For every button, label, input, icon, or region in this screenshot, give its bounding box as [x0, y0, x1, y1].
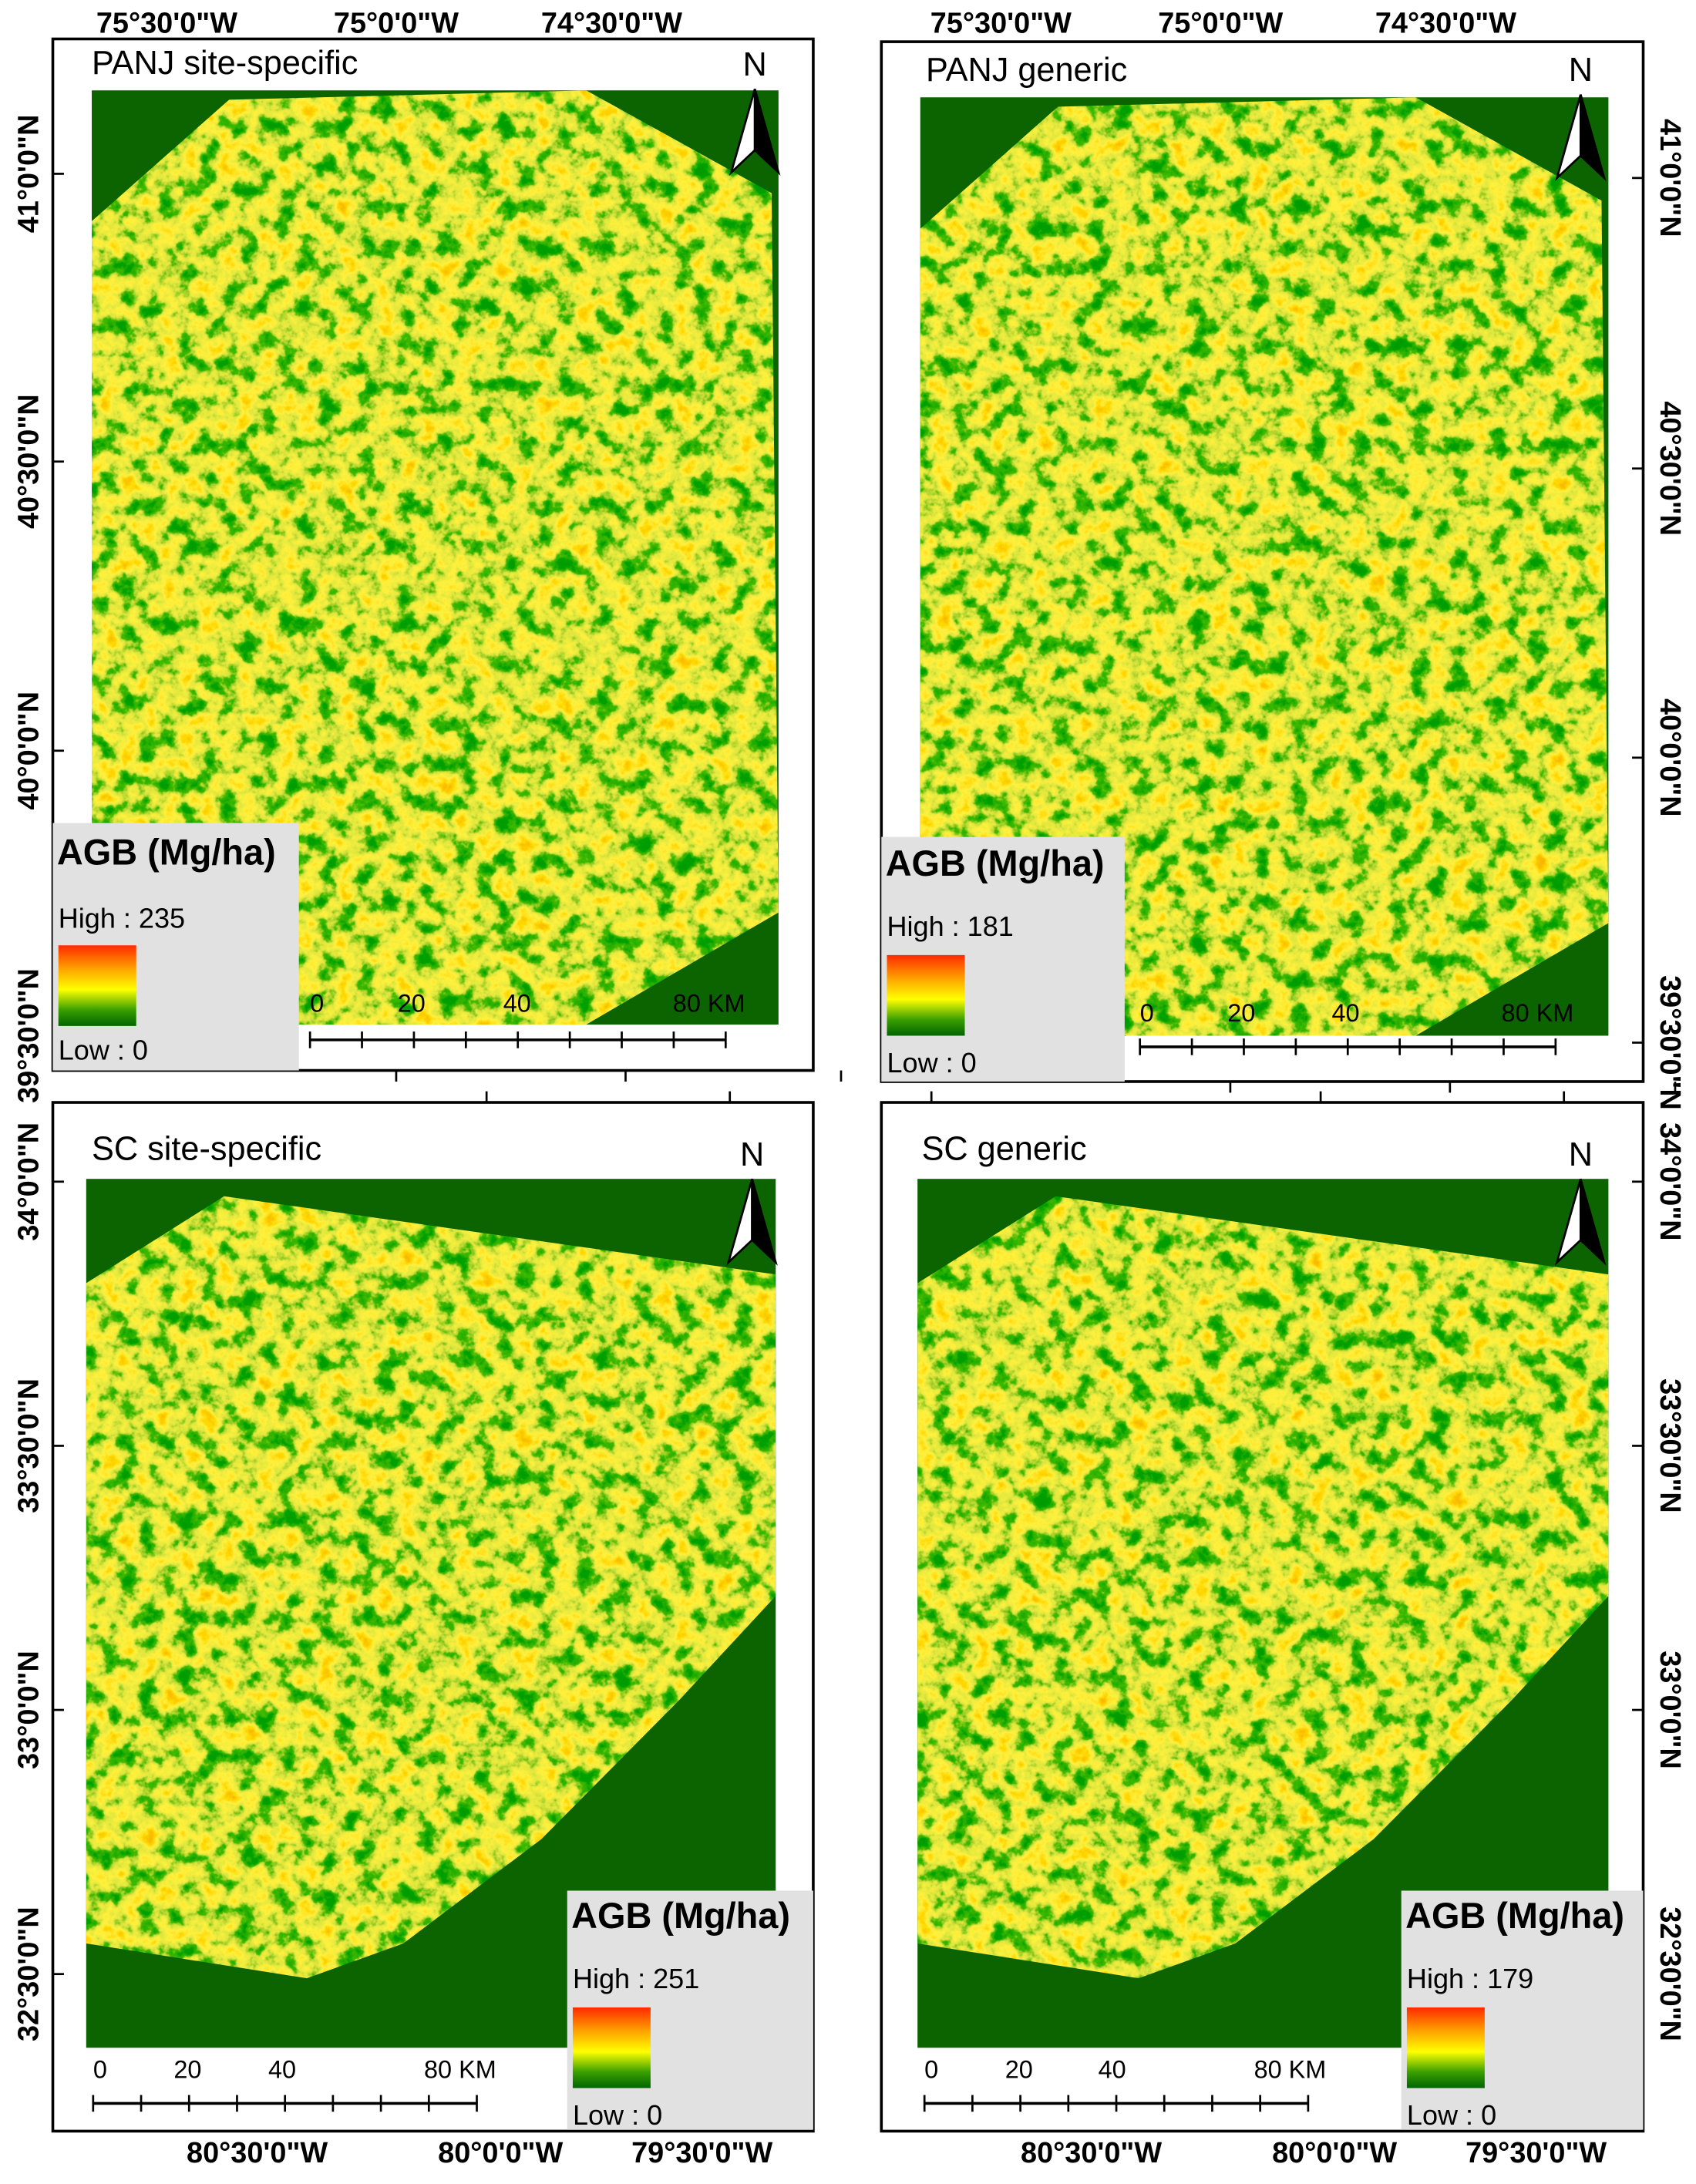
map-panel: PANJ site-specific N 75°30'0"W 75°0'0"W 74°3… — [13, 7, 843, 1103]
latitude-label: 40°0'0"N — [13, 692, 45, 810]
legend-ramp — [1406, 2007, 1485, 2088]
legend-title: AGB (Mg/ha) — [571, 1896, 790, 1936]
scale-label: 80 KM — [1502, 999, 1574, 1027]
legend-ramp — [887, 954, 965, 1036]
scale-label: 0 — [924, 2055, 938, 2083]
panel-title: SC generic — [922, 1131, 1087, 1168]
scale-label: 40 — [1332, 999, 1360, 1027]
longitude-label: 79°30'0"W — [1465, 2137, 1607, 2169]
latitude-label: 40°0'0"N — [1654, 698, 1686, 817]
scale-label: 80 KM — [673, 989, 745, 1017]
latitude-label: 34°0'0"N — [13, 1122, 45, 1241]
north-arrow-right — [753, 89, 781, 176]
longitude-label: 75°30'0"W — [96, 7, 237, 39]
north-arrow-right — [1579, 1178, 1607, 1266]
north-label: N — [743, 46, 767, 83]
longitude-label: 75°30'0"W — [930, 7, 1072, 39]
latitude-label: 33°30'0"N — [13, 1378, 45, 1513]
north-label: N — [1569, 52, 1593, 89]
panel-title: PANJ site-specific — [92, 45, 358, 82]
latitude-label: 40°30'0"N — [1654, 401, 1686, 536]
latitude-label: 41°0'0"N — [1654, 119, 1686, 237]
longitude-label: 74°30'0"W — [541, 7, 682, 39]
map-panel: SC generic N 80°30'0"W 80°0'0"W 79°30'0"W 34°… — [880, 1091, 1686, 2169]
legend-high: High : 179 — [1407, 1963, 1533, 1994]
legend-ramp — [58, 945, 136, 1026]
longitude-label: 79°30'0"W — [631, 2137, 772, 2169]
legend-high: High : 181 — [887, 910, 1013, 942]
longitude-label: 80°0'0"W — [438, 2137, 563, 2169]
longitude-label: 80°30'0"W — [187, 2137, 328, 2169]
north-arrow-right — [751, 1178, 778, 1266]
longitude-label: 75°0'0"W — [334, 7, 459, 39]
panel-title: PANJ generic — [926, 52, 1127, 89]
latitude-label: 33°0'0"N — [13, 1651, 45, 1769]
latitude-label: 39°30'0"N — [13, 968, 45, 1103]
scale-label: 80 KM — [1254, 2055, 1327, 2083]
scale-label: 0 — [310, 989, 324, 1017]
scale-label: 40 — [1099, 2055, 1126, 2083]
panel-title: SC site-specific — [92, 1131, 321, 1168]
legend-title: AGB (Mg/ha) — [886, 843, 1105, 883]
scale-label: 20 — [173, 2055, 201, 2083]
latitude-label: 34°0'0"N — [1654, 1122, 1686, 1241]
scale-label: 20 — [1227, 999, 1255, 1027]
longitude-label: 75°0'0"W — [1158, 7, 1283, 39]
scale-label: 40 — [268, 2055, 296, 2083]
scale-label: 80 KM — [424, 2055, 496, 2083]
scale-label: 0 — [93, 2055, 107, 2083]
scale-label: 20 — [398, 989, 426, 1017]
legend-low: Low : 0 — [59, 1035, 148, 1066]
north-label: N — [740, 1136, 764, 1173]
scale-label: 20 — [1005, 2055, 1033, 2083]
map-panel: SC site-specific N 80°30'0"W 80°0'0"W 79°30'… — [13, 1091, 933, 2169]
legend-title: AGB (Mg/ha) — [1405, 1896, 1624, 1936]
latitude-label: 39°30'0"N — [1654, 975, 1686, 1110]
legend-title: AGB (Mg/ha) — [57, 832, 276, 872]
north-arrow-right — [1579, 94, 1607, 182]
latitude-label: 40°30'0"N — [13, 394, 45, 529]
longitude-label: 80°30'0"W — [1021, 2137, 1162, 2169]
legend-low: Low : 0 — [573, 2099, 662, 2131]
scale-label: 40 — [503, 989, 531, 1017]
scale-label: 0 — [1140, 999, 1154, 1027]
north-label: N — [1569, 1136, 1593, 1173]
legend-high: High : 251 — [573, 1963, 699, 1994]
legend-ramp — [572, 2007, 651, 2088]
legend-low: Low : 0 — [887, 1047, 976, 1079]
latitude-label: 33°0'0"N — [1654, 1651, 1686, 1769]
longitude-label: 80°0'0"W — [1272, 2137, 1397, 2169]
map-panel: PANJ generic N 75°30'0"W 75°0'0"W 74°30'0"W 4… — [880, 7, 1686, 1110]
legend-low: Low : 0 — [1407, 2099, 1496, 2131]
latitude-label: 32°30'0"N — [1654, 1906, 1686, 2041]
longitude-label: 74°30'0"W — [1375, 7, 1516, 39]
legend-high: High : 235 — [59, 902, 185, 934]
latitude-label: 41°0'0"N — [13, 115, 45, 234]
latitude-label: 32°30'0"N — [13, 1906, 45, 2041]
latitude-label: 33°30'0"N — [1654, 1378, 1686, 1513]
